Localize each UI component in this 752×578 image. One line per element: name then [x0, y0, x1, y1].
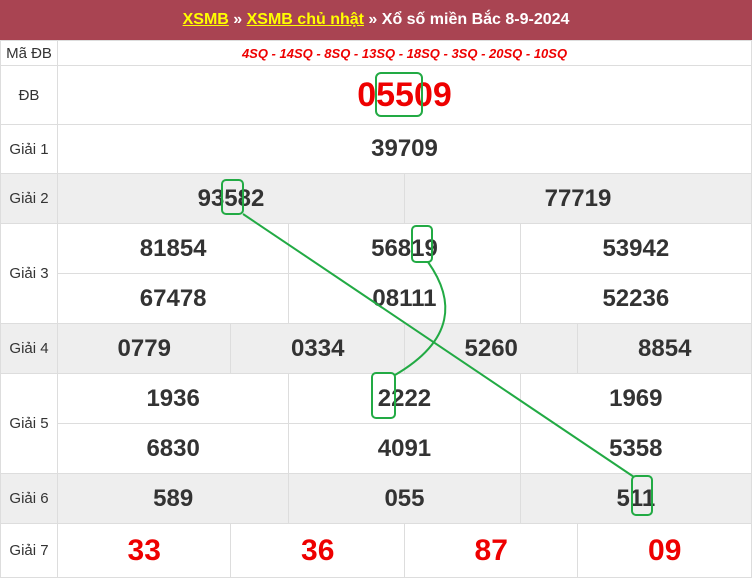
row-label: Giải 7 [0, 523, 58, 578]
row-label: Mã ĐB [0, 40, 58, 66]
prize-number: 0334 [230, 323, 405, 374]
prize-number: 2222 [288, 373, 521, 424]
prize-number: 87 [403, 523, 579, 578]
results-table: Mã ĐB 4SQ - 14SQ - 8SQ - 13SQ - 18SQ - 3S… [0, 40, 752, 578]
prize-number: 1969 [519, 373, 752, 424]
row-label: Giải 3 [0, 223, 58, 324]
prize-number: 56819 [288, 223, 521, 274]
prize-number: 5358 [519, 423, 752, 474]
row-label: Giải 6 [0, 473, 58, 524]
prize-number: 589 [56, 473, 290, 524]
row-label: Giải 2 [0, 173, 58, 224]
row-label: ĐB [0, 65, 58, 125]
prize-number: 93582 [57, 173, 405, 224]
special-codes: 4SQ - 14SQ - 8SQ - 13SQ - 18SQ - 3SQ - 2… [57, 40, 752, 66]
xsmb-sunday-link[interactable]: XSMB chủ nhật [246, 11, 364, 28]
row-label: Giải 1 [0, 124, 58, 174]
prize-number: 39709 [57, 124, 752, 174]
prize-number: 0779 [56, 323, 232, 374]
prize-number: 1936 [56, 373, 290, 424]
prize-number: 08111 [288, 273, 521, 324]
prize-number: 67478 [56, 273, 290, 324]
prize-number: 77719 [403, 173, 752, 224]
prize-number: 8854 [577, 323, 752, 374]
prize-number: 6830 [56, 423, 290, 474]
xsmb-link[interactable]: XSMB [182, 11, 229, 28]
prize-number: 36 [230, 523, 405, 578]
separator: » [228, 11, 247, 28]
page-header: XSMB » XSMB chủ nhật » Xổ số miền Bắc 8-… [0, 0, 752, 40]
row-label: Giải 4 [0, 323, 58, 374]
page-title: Xổ số miền Bắc 8-9-2024 [381, 11, 570, 28]
row-label: Giải 5 [0, 373, 58, 474]
special-prize: 05509 [57, 65, 752, 125]
prize-number: 81854 [56, 223, 290, 274]
prize-number: 33 [56, 523, 232, 578]
prize-number: 511 [519, 473, 752, 524]
prize-number: 53942 [519, 223, 752, 274]
prize-number: 4091 [288, 423, 521, 474]
prize-number: 52236 [519, 273, 752, 324]
prize-number: 09 [577, 523, 752, 578]
prize-number: 055 [288, 473, 521, 524]
separator: » [363, 11, 382, 28]
prize-number: 5260 [403, 323, 579, 374]
